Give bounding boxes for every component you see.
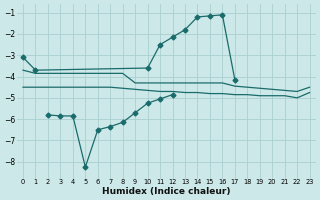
X-axis label: Humidex (Indice chaleur): Humidex (Indice chaleur) bbox=[102, 187, 231, 196]
